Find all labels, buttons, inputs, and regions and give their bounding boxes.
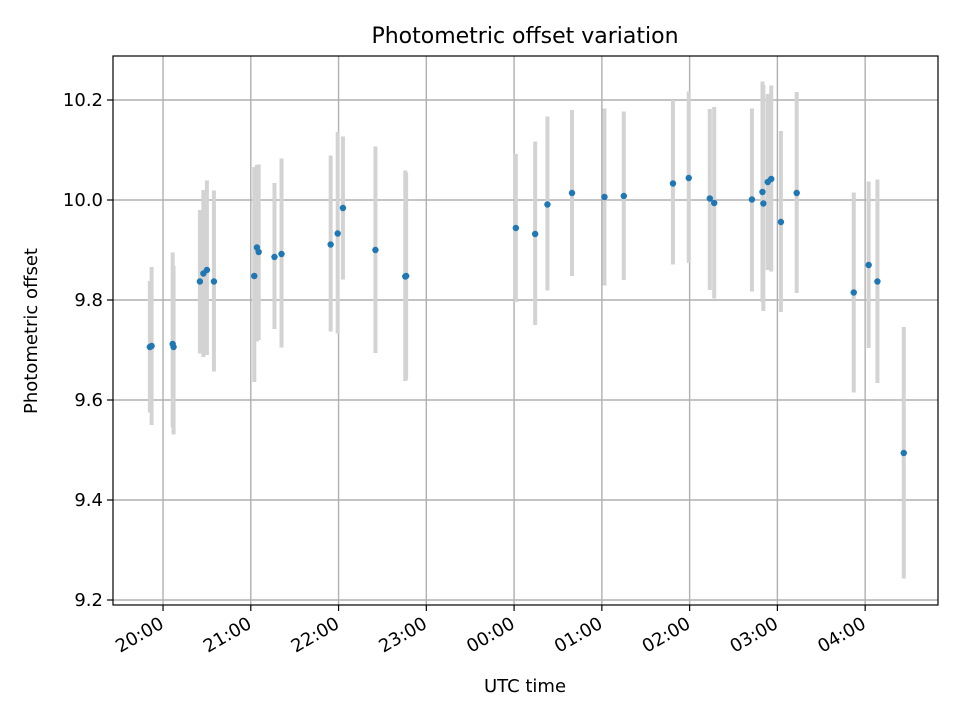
x-tick-label: 01:00 [551, 613, 606, 657]
data-point [372, 246, 379, 254]
x-tick-label: 21:00 [200, 613, 255, 657]
data-point [669, 180, 677, 187]
y-axis-label: Photometric offset [21, 248, 42, 414]
data-point [278, 250, 285, 258]
data-point [710, 199, 718, 207]
data-point [760, 200, 767, 207]
data-point [196, 278, 204, 285]
x-tick-label: 03:00 [726, 613, 781, 657]
data-point [793, 189, 800, 197]
chart-title: Photometric offset variation [371, 24, 678, 49]
data-point [748, 196, 756, 203]
y-tick-label: 9.2 [74, 590, 103, 611]
data-point [402, 272, 410, 280]
x-tick-label: 02:00 [639, 613, 694, 657]
data-point [210, 278, 218, 285]
x-tick-label: 20:00 [112, 613, 167, 657]
data-point [568, 189, 576, 197]
data-point [203, 266, 211, 274]
data-points [146, 174, 907, 457]
y-tick-label: 9.6 [74, 390, 103, 411]
data-point [327, 241, 334, 248]
x-tick-label: 04:00 [814, 613, 869, 657]
grid-lines [113, 56, 938, 605]
y-tick-label: 10.2 [63, 90, 103, 111]
x-axis-label: UTC time [484, 676, 566, 697]
y-tick-label: 10.0 [63, 190, 103, 211]
plot-frame [112, 55, 939, 606]
y-tick-label: 9.4 [74, 490, 103, 511]
data-point [512, 224, 520, 232]
data-point [874, 278, 881, 285]
y-tick-label: 9.8 [74, 290, 103, 311]
data-point [620, 192, 627, 200]
data-point [900, 449, 907, 457]
data-point [255, 248, 262, 256]
data-point [706, 195, 714, 202]
data-point [251, 272, 258, 280]
data-point [170, 343, 177, 351]
x-tick-label: 23:00 [375, 613, 430, 657]
data-point [601, 193, 608, 201]
data-point [850, 289, 857, 296]
error-bars [147, 81, 906, 579]
data-point [865, 261, 872, 269]
data-point [777, 218, 785, 226]
x-tick-label: 22:00 [288, 613, 343, 657]
x-tick-label: 00:00 [463, 613, 518, 657]
data-point [271, 253, 278, 261]
data-point [339, 204, 347, 212]
data-point [334, 230, 341, 237]
data-point [148, 342, 155, 350]
x-axis-ticks: 20:00 21:00 22:00 23:00 00:00 01:00 02:00 03:00… [112, 605, 870, 657]
data-point [531, 230, 539, 238]
y-axis-ticks: 9.2 9.4 9.6 9.8 10.0 10.2 [63, 90, 113, 611]
data-point [544, 201, 551, 208]
data-point [685, 174, 692, 182]
data-point [759, 188, 766, 196]
data-point [768, 175, 775, 183]
